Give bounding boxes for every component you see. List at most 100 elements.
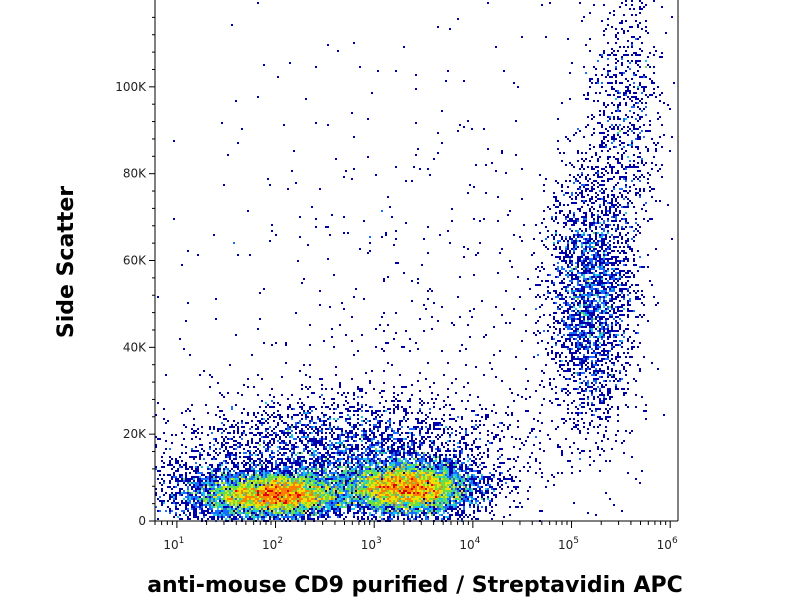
event-dot (479, 478, 481, 480)
event-dot (269, 470, 271, 472)
event-dot (489, 478, 491, 480)
event-dot (297, 502, 299, 504)
event-dot (235, 424, 237, 426)
event-dot (291, 476, 293, 478)
event-dot (295, 468, 297, 470)
event-dot (293, 492, 295, 494)
event-dot (467, 474, 469, 476)
event-dot (259, 514, 261, 516)
event-dot (219, 462, 221, 464)
event-dot (393, 392, 395, 394)
event-dot (343, 476, 345, 478)
event-dot (319, 514, 321, 516)
event-dot (253, 478, 255, 480)
event-dot (371, 462, 373, 464)
event-dot (185, 426, 187, 428)
event-dot (243, 484, 245, 486)
event-dot (423, 502, 425, 504)
event-dot (389, 492, 391, 494)
event-dot (353, 440, 355, 442)
event-dot (403, 464, 405, 466)
event-dot (195, 496, 197, 498)
event-dot (417, 516, 419, 518)
event-dot (401, 406, 403, 408)
event-dot (223, 508, 225, 510)
event-dot (415, 488, 417, 490)
event-dot (225, 498, 227, 500)
event-dot (415, 458, 417, 460)
event-dot (465, 480, 467, 482)
event-dot (351, 446, 353, 448)
event-dot (397, 506, 399, 508)
event-dot (369, 462, 371, 464)
event-dot (217, 468, 219, 470)
event-dot (379, 452, 381, 454)
event-dot (251, 470, 253, 472)
event-dot (291, 474, 293, 476)
event-dot (429, 468, 431, 470)
event-dot (275, 462, 277, 464)
event-dot (217, 512, 219, 514)
event-dot (231, 492, 233, 494)
event-dot (357, 476, 359, 478)
event-dot (321, 478, 323, 480)
event-dot (237, 512, 239, 514)
event-dot (195, 510, 197, 512)
event-dot (423, 494, 425, 496)
event-dot (421, 482, 423, 484)
event-dot (375, 490, 377, 492)
event-dot (399, 494, 401, 496)
event-dot (163, 474, 165, 476)
event-dot (229, 432, 231, 434)
event-dot (427, 490, 429, 492)
event-dot (323, 490, 325, 492)
event-dot (265, 494, 267, 496)
event-dot (449, 508, 451, 510)
event-dot (419, 462, 421, 464)
event-dot (485, 408, 487, 410)
event-dot (517, 394, 519, 396)
event-dot (401, 496, 403, 498)
event-dot (399, 458, 401, 460)
event-dot (415, 508, 417, 510)
event-dot (341, 484, 343, 486)
event-dot (409, 400, 411, 402)
event-dot (433, 486, 435, 488)
event-dot (377, 478, 379, 480)
event-dot (329, 418, 331, 420)
event-dot (239, 436, 241, 438)
event-dot (241, 490, 243, 492)
event-dot (303, 484, 305, 486)
event-dot (445, 478, 447, 480)
event-dot (213, 506, 215, 508)
event-dot (301, 504, 303, 506)
event-dot (491, 506, 493, 508)
event-dot (473, 478, 475, 480)
event-dot (225, 500, 227, 502)
event-dot (329, 516, 331, 518)
event-dot (283, 484, 285, 486)
event-dot (373, 462, 375, 464)
event-dot (291, 496, 293, 498)
event-dot (391, 364, 393, 366)
event-dot (261, 508, 263, 510)
event-dot (405, 498, 407, 500)
event-dot (309, 408, 311, 410)
event-dot (357, 472, 359, 474)
event-dot (431, 392, 433, 394)
event-dot (313, 498, 315, 500)
event-dot (307, 488, 309, 490)
event-dot (271, 406, 273, 408)
event-dot (433, 492, 435, 494)
event-dot (353, 464, 355, 466)
event-dot (361, 456, 363, 458)
event-dot (377, 466, 379, 468)
event-dot (441, 480, 443, 482)
event-dot (309, 426, 311, 428)
event-dot (235, 496, 237, 498)
event-dot (261, 452, 263, 454)
event-dot (387, 420, 389, 422)
event-dot (275, 508, 277, 510)
event-dot (319, 442, 321, 444)
event-dot (369, 468, 371, 470)
